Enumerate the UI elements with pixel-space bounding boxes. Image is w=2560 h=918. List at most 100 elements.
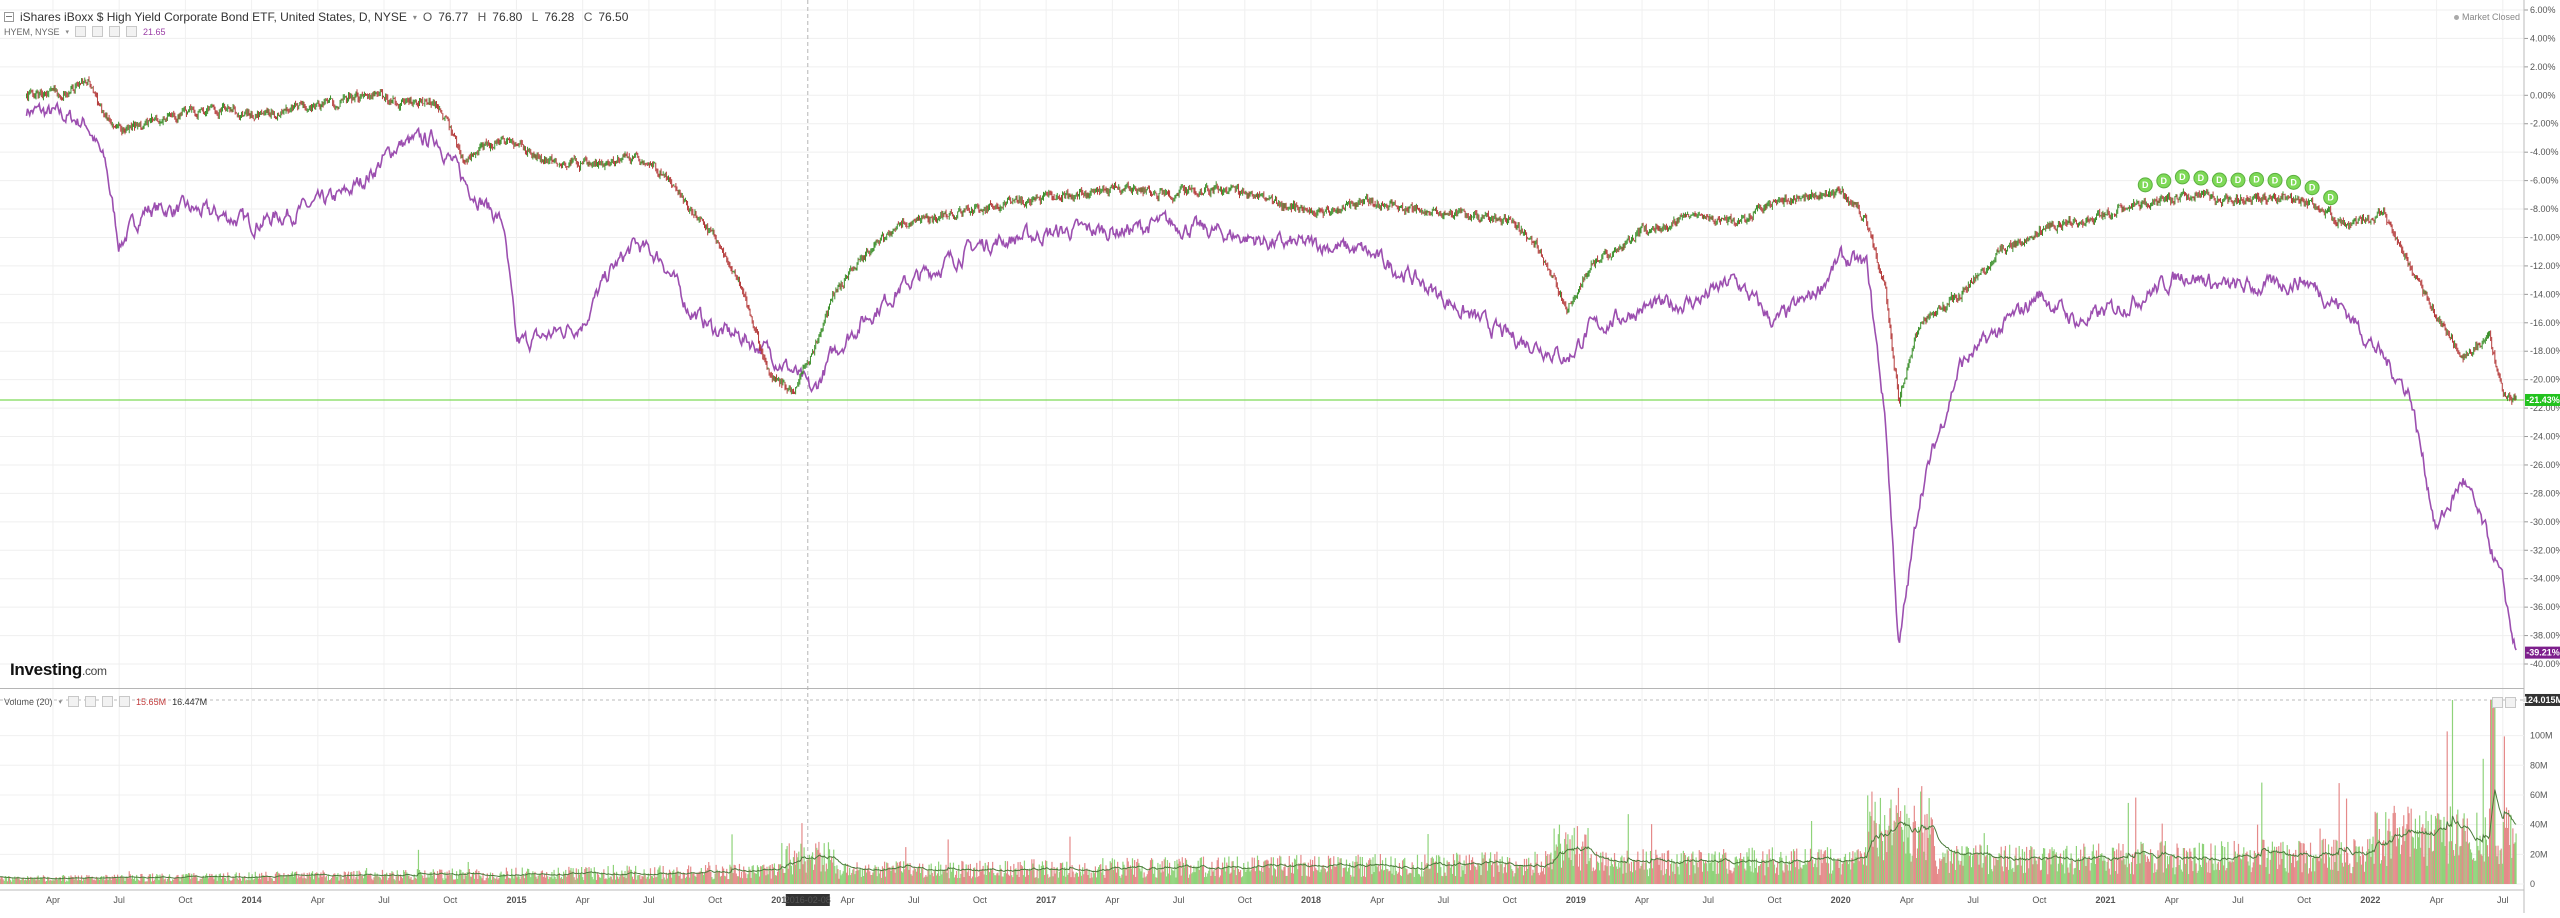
time-axis-label: Oct [973,895,988,905]
more-icon[interactable] [119,696,131,707]
volume-bars [0,700,2517,884]
time-axis-label: Jul [1703,895,1715,905]
pane-divider[interactable] [0,688,2524,689]
time-axis-label: 2018 [1301,895,1321,905]
time-axis-label: Jul [1967,895,1979,905]
time-axis-label: 2021 [2096,895,2116,905]
price-axis-label: -32.00% [2530,545,2560,555]
dividend-marker-label: D [2235,175,2242,185]
price-axis-label: -36.00% [2530,602,2560,612]
compare-value: 21.65 [143,26,166,37]
open-label: O [422,10,433,24]
eye-icon[interactable] [75,26,87,37]
pane-up-icon[interactable] [2492,697,2503,708]
time-axis-label: 2022 [2360,895,2380,905]
pane-maximize-icon[interactable] [2505,697,2516,708]
dividend-marker-label: D [2216,175,2223,185]
open-value: 76.77 [438,10,469,24]
time-axis-label: Apr [576,895,590,905]
close-value: 76.50 [598,10,629,24]
time-axis-label: 2020 [1831,895,1851,905]
dividend-marker [2137,177,2153,193]
volume-label: Volume (20) [4,696,53,707]
price-axis-label: -10.00% [2530,232,2560,242]
time-axis-label: Oct [708,895,723,905]
time-axis-label: Jul [2232,895,2244,905]
time-axis-label: Oct [1503,895,1518,905]
chevron-down-icon[interactable]: ▾ [65,28,70,36]
time-axis-label: 2019 [1566,895,1586,905]
settings-icon[interactable] [92,26,104,37]
time-axis-label: Jul [643,895,655,905]
dividend-marker-label: D [2142,180,2149,190]
status-dot-icon [2453,14,2459,20]
dividend-marker [2174,169,2190,185]
time-axis-label: 2015 [506,895,526,905]
time-axis-label: Apr [841,895,855,905]
dividend-marker-label: D [2179,172,2186,182]
hyg-last-value-box [2525,393,2560,406]
price-axis-label: 4.00% [2530,33,2556,43]
volume-ma-value: 16.447M [172,696,208,707]
price-axis-label: -38.00% [2530,631,2560,641]
time-axis-label: Oct [1767,895,1782,905]
price-axis-label: -14.00% [2530,289,2560,299]
pane-controls [2492,697,2516,708]
chevron-down-icon[interactable]: ▾ [58,698,63,706]
time-axis-label: Jul [908,895,920,905]
main-legend: iShares iBoxx $ High Yield Corporate Bon… [4,10,634,24]
dividend-marker [2249,171,2265,187]
compare-legend: HYEM, NYSE ▾ 21.65 [4,26,166,37]
time-axis-label: Apr [46,895,60,905]
price-axis-label: -22.00% [2530,403,2560,413]
crosshair-date-label: 2016-02-08 [785,895,831,905]
hyem-last-value: -39.21% [2526,648,2560,658]
price-axis-label: -18.00% [2530,346,2560,356]
dividend-marker-label: D [2327,193,2334,203]
volume-axis-label: 0 [2530,879,2535,889]
legend-collapse-icon[interactable] [4,12,14,22]
dividend-marker [2267,172,2283,188]
close-icon[interactable] [102,696,114,707]
time-axis-label: Oct [178,895,193,905]
price-axis-label: -12.00% [2530,261,2560,271]
time-axis-label: Oct [443,895,458,905]
dividend-marker-label: D [2198,173,2205,183]
time-axis-label: Apr [1900,895,1914,905]
price-axis-label: -6.00% [2530,176,2559,186]
price-axis-label: 2.00% [2530,62,2556,72]
eye-icon[interactable] [68,696,80,707]
close-icon[interactable] [109,26,121,37]
price-axis-label: -2.00% [2530,119,2559,129]
chevron-down-icon[interactable]: ▾ [412,12,417,22]
hyem-series-line [25,100,2517,651]
price-axis-label: -34.00% [2530,574,2560,584]
more-icon[interactable] [126,26,138,37]
dividend-marker-label: D [2272,175,2279,185]
time-axis-label: Oct [2297,895,2312,905]
volume-ma-line [0,789,2517,880]
time-axis-label: Apr [1370,895,1384,905]
dividend-marker [2304,180,2320,196]
time-axis-label: Jul [378,895,390,905]
time-axis-label: Apr [1105,895,1119,905]
dividend-marker-label: D [2290,177,2297,187]
dividend-marker [2193,170,2209,186]
price-axis-label: 0.00% [2530,90,2556,100]
dividend-marker [2156,173,2172,189]
volume-axis-label: 20M [2530,849,2548,859]
price-axis-label: -16.00% [2530,318,2560,328]
time-axis-label: Jul [1173,895,1185,905]
volume-axis-label: 40M [2530,820,2548,830]
time-axis-label: 2014 [242,895,262,905]
high-value: 76.80 [492,10,523,24]
hyg-last-value: -21.43% [2526,395,2560,405]
compare-symbol: HYEM, NYSE [4,26,60,37]
price-axis-label: -24.00% [2530,432,2560,442]
time-axis-label: Oct [1238,895,1253,905]
dividend-marker-label: D [2161,176,2168,186]
settings-icon[interactable] [85,696,97,707]
market-status-text: Market Closed [2461,12,2520,22]
